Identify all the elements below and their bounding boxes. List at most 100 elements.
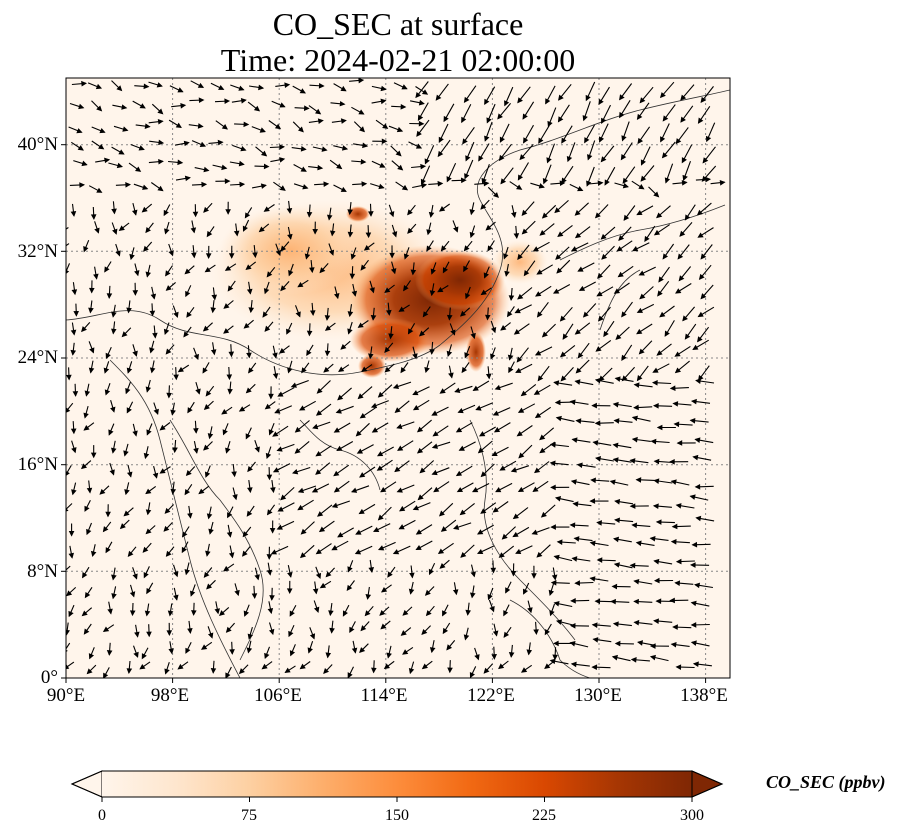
wind-arrowhead [185, 647, 191, 654]
lat-label-0: 0° [40, 667, 58, 688]
wind-arrowhead [156, 82, 163, 88]
wind-arrowhead [508, 295, 515, 302]
wind-arrowhead [202, 367, 208, 374]
wind-arrowhead [297, 281, 304, 288]
wind-arrowhead [73, 310, 79, 317]
wind-arrowhead [127, 550, 134, 557]
wind-arrowhead [223, 303, 230, 309]
wind-arrowhead [402, 609, 409, 616]
wind-arrowhead [421, 89, 429, 95]
wind-arrowhead [286, 208, 293, 214]
wind-arrowhead [360, 625, 367, 632]
wind-arrowhead [243, 610, 250, 617]
wind-arrowhead [83, 628, 90, 635]
wind-arrowhead [228, 552, 235, 559]
wind-arrowhead [111, 208, 117, 215]
wind-arrowhead [362, 142, 369, 149]
wind-arrowhead [430, 268, 436, 275]
wind-arrowhead [619, 111, 625, 119]
wind-arrowhead [582, 311, 589, 318]
wind-arrowhead [222, 429, 228, 436]
wind-arrowhead [469, 209, 476, 216]
wind-arrowhead [623, 214, 630, 221]
wind-arrowhead [678, 275, 685, 282]
wind-arrowhead [277, 506, 284, 512]
wind-arrowhead [153, 408, 159, 415]
wind-arrowhead [653, 478, 660, 484]
wind-arrowhead [81, 610, 88, 617]
wind-arrowhead [135, 166, 142, 172]
wind-arrowhead [371, 427, 379, 433]
wind-arrowhead [570, 246, 578, 252]
wind-arrowhead [391, 231, 398, 238]
wind-arrowhead [638, 348, 645, 355]
wind-arrowhead [126, 407, 132, 414]
wind-arrowhead [347, 328, 353, 335]
wind-arrowhead [493, 427, 501, 433]
wind-arrowhead [377, 391, 384, 398]
wind-arrowhead [163, 209, 169, 217]
wind-arrowhead [201, 181, 208, 188]
wind-arrowhead [159, 424, 166, 431]
wind-arrowhead [309, 267, 315, 274]
lon-label-122e: 122°E [467, 685, 515, 706]
map-title: CO_SEC at surface [272, 6, 524, 42]
wind-arrowhead [591, 402, 597, 409]
wind-arrowhead [631, 415, 638, 422]
wind-arrowhead [533, 389, 541, 395]
wind-arrowhead [458, 445, 465, 451]
wind-arrowhead [453, 524, 460, 530]
wind-arrowhead [364, 610, 371, 617]
wind-arrowhead [719, 179, 726, 186]
wind-arrowhead [267, 608, 274, 615]
wind-arrowhead [503, 253, 509, 260]
wind-arrowhead [177, 663, 184, 670]
wind-arrowhead [300, 528, 307, 535]
wind-arrowhead [464, 173, 470, 180]
wind-arrowhead [549, 442, 556, 448]
wind-arrowhead [442, 627, 449, 635]
wind-arrowhead [224, 265, 232, 271]
wind-arrowhead [392, 549, 400, 555]
wind-arrowhead [326, 214, 333, 221]
wind-arrowhead [232, 494, 238, 501]
wind-arrowhead [139, 663, 146, 670]
wind-arrowhead [248, 307, 255, 314]
wind-arrowhead [455, 427, 463, 433]
wind-arrowhead [111, 574, 117, 581]
gridlines [66, 78, 730, 678]
wind-arrowhead [589, 576, 596, 582]
wind-arrowhead [621, 354, 627, 361]
wind-arrowhead [481, 177, 487, 185]
wind-arrowhead [388, 211, 395, 218]
wind-arrowhead [664, 330, 670, 337]
wind-arrowhead [227, 285, 234, 292]
wind-arrowhead [701, 175, 708, 182]
wind-arrowhead [318, 82, 325, 89]
wind-arrowhead [390, 268, 397, 275]
wind-arrowhead [350, 253, 357, 260]
colorbar-tick-150: 150 [385, 807, 409, 824]
wind-arrowhead [689, 417, 696, 424]
wind-arrowhead [637, 640, 644, 646]
colorbar-title: CO_SEC (ppbv) [766, 772, 886, 792]
wind-arrowhead [556, 539, 563, 545]
wind-arrowhead [299, 663, 306, 670]
wind-arrowhead [556, 267, 563, 274]
wind-arrowhead [317, 118, 324, 124]
wind-arrowhead [540, 511, 547, 518]
wind-arrowhead [372, 526, 380, 533]
wind-arrowhead [268, 429, 274, 436]
lat-label-24n: 24°N [17, 347, 58, 368]
wind-arrowhead [532, 246, 539, 252]
wind-arrowhead [569, 641, 576, 647]
wind-arrowhead [614, 640, 621, 647]
wind-arrowhead [321, 146, 328, 152]
wind-arrowhead [350, 487, 358, 493]
wind-arrowhead [469, 672, 475, 678]
wind-arrowhead [589, 540, 596, 547]
wind-arrowhead [180, 102, 187, 109]
wind-arrowhead [640, 175, 647, 182]
wind-arrowhead [531, 573, 537, 579]
wind-arrowhead [598, 136, 605, 143]
